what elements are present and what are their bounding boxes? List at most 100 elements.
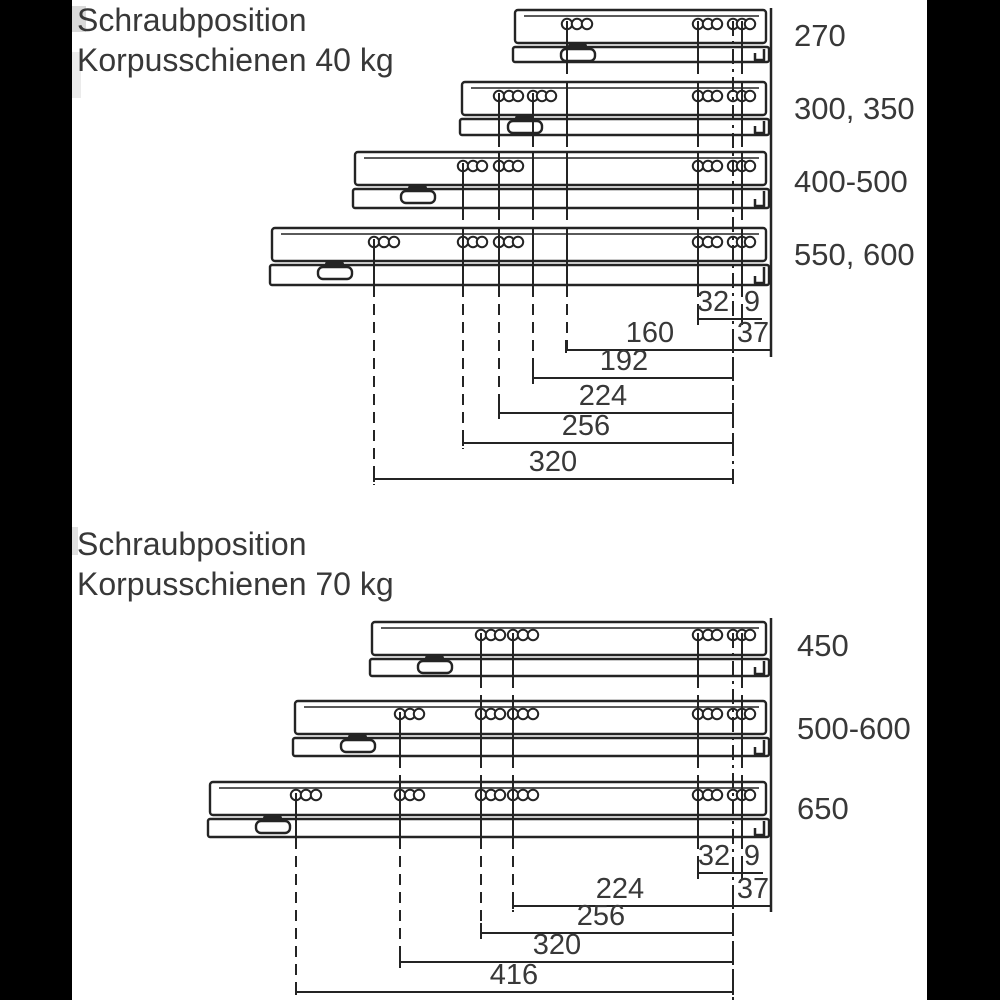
dimension-value: 256 [561,410,611,442]
screw-hole [544,89,558,103]
rail-body [353,150,768,187]
latch-tab [325,261,344,267]
screw-hole [387,235,401,249]
rail-front-hook [753,267,766,285]
latch-bracket [559,47,597,63]
title-70kg: Schraubposition Korpusschienen 70 kg [77,524,394,604]
screw-hole [526,788,540,802]
dimension-value: 37 [736,873,770,905]
title-40kg-line1: Schraubposition [77,2,307,38]
screw-hole [511,89,525,103]
screw-hole [511,235,525,249]
dimension-value: 9 [743,286,761,318]
cabinet-rail-300-350 [458,80,771,137]
rail-length-label: 400-500 [794,164,908,199]
rail-front-hook [753,821,766,837]
rail-runner-profile [458,117,771,137]
latch-tab [348,734,367,740]
latch-bracket [339,738,377,754]
dimension-value: 32 [697,840,731,872]
screw-hole [710,235,724,249]
scan-artifact [72,6,86,32]
screw-hole [710,159,724,173]
latch-tab [263,815,282,821]
rail-front-hook [753,740,766,756]
rail-length-label: 270 [794,18,846,53]
dimension-value: 224 [595,873,645,905]
latch-tab [515,115,534,121]
cabinet-rail-650 [206,780,771,839]
screw-hole [580,17,594,31]
cabinet-rail-550-600 [268,226,771,287]
dimension-value: 160 [625,317,675,349]
screw-hole [570,17,584,31]
rail-runner-profile [511,45,771,64]
rail-front-hook [753,191,766,208]
scan-artifact [72,527,78,555]
screw-hole [299,788,313,802]
rail-body [370,620,768,657]
latch-tab [568,43,587,49]
screw-hole [526,707,540,721]
rail-runner-profile [206,817,771,839]
latch-tab [408,185,427,191]
screw-hole [743,628,757,642]
screw-hole [493,628,507,642]
rail-runner-profile [268,263,771,287]
title-70kg-line1: Schraubposition [77,526,307,562]
title-40kg: Schraubposition Korpusschienen 40 kg [77,0,394,80]
screw-hole [710,17,724,31]
latch-bracket [416,659,454,675]
latch-bracket [254,819,292,835]
dimension-value: 224 [578,380,628,412]
rail-length-label: 650 [797,791,849,826]
screw-hole [710,707,724,721]
cabinet-rail-450 [368,620,771,678]
dimension-value: 320 [532,929,582,961]
screw-hole [493,788,507,802]
rail-length-label: 300, 350 [794,91,915,126]
screw-hole [743,788,757,802]
dimension-value: 32 [696,286,730,318]
screw-hole [309,788,323,802]
title-40kg-line2: Korpusschienen 40 kg [77,42,394,78]
rail-runner-profile [351,187,771,210]
latch-bracket [316,265,354,281]
scan-artifact [72,52,81,98]
screw-hole [516,628,530,642]
screw-hole [475,235,489,249]
screw-hole [377,235,391,249]
dimension-value: 320 [528,446,578,478]
rail-length-label: 500-600 [797,711,911,746]
screw-hole [475,159,489,173]
dimension-value: 192 [599,345,649,377]
screw-hole [710,89,724,103]
screw-hole [516,707,530,721]
screw-hole [493,707,507,721]
screw-hole [743,89,757,103]
latch-bracket [399,189,437,205]
rail-front-hook [753,121,766,135]
cabinet-rail-270 [511,8,771,64]
latch-tab [425,655,444,661]
screw-hole [412,707,426,721]
latch-bracket [506,119,544,135]
rail-runner-profile [291,736,771,758]
screw-hole [743,707,757,721]
dimension-value: 9 [743,840,761,872]
screw-hole [743,235,757,249]
screw-hole [511,159,525,173]
screw-hole [526,628,540,642]
screw-hole [710,788,724,802]
title-70kg-line2: Korpusschienen 70 kg [77,566,394,602]
rail-front-hook [753,49,766,62]
screw-hole [743,17,757,31]
dimension-value: 416 [489,959,539,991]
dimension-value: 256 [576,900,626,932]
rail-length-label: 550, 600 [794,237,915,272]
pillarbox-right [927,0,1000,1000]
pillarbox-left [0,0,72,1000]
rail-runner-profile [368,657,771,678]
screw-hole [516,788,530,802]
